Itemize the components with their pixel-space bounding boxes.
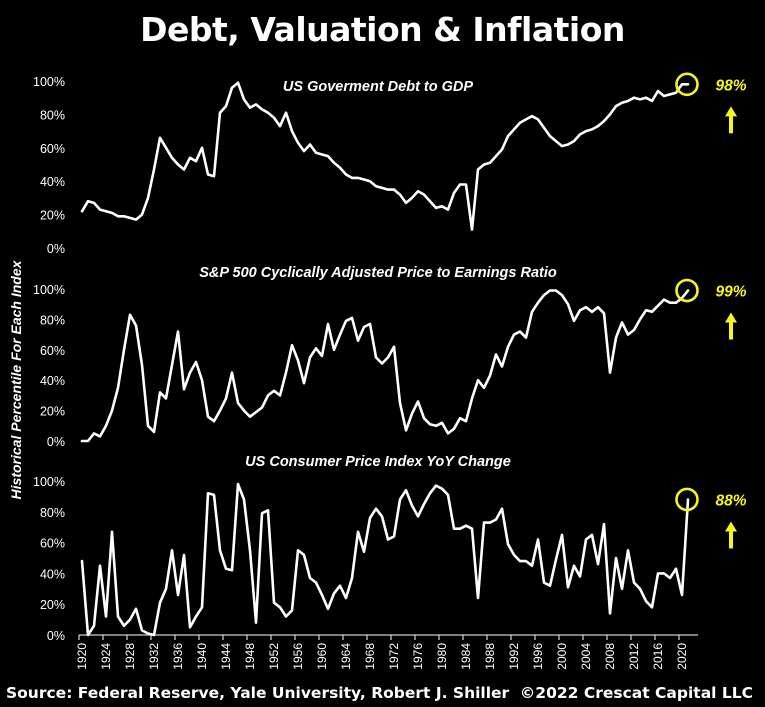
- y-tick-label: 0%: [47, 435, 65, 449]
- copyright-note: ©2022 Crescat Capital LLC: [519, 684, 753, 702]
- x-tick-label: 2000: [555, 643, 569, 670]
- x-tick-label: 1964: [339, 643, 353, 670]
- up-arrow-icon-shaft: [729, 530, 733, 549]
- y-tick-label: 80%: [40, 313, 65, 327]
- up-arrow-icon-shaft: [729, 321, 733, 340]
- x-tick-label: 1976: [411, 643, 425, 670]
- y-tick-label: 20%: [40, 598, 65, 612]
- x-tick-label: 2012: [627, 643, 641, 670]
- x-tick-label: 1944: [219, 643, 233, 670]
- x-tick-label: 2016: [651, 643, 665, 670]
- highlight-circle: [675, 72, 699, 97]
- x-tick-label: 2008: [603, 643, 617, 670]
- panel-title: US Goverment Debt to GDP: [283, 79, 473, 95]
- x-tick-label: 1924: [99, 643, 113, 670]
- y-tick-label: 80%: [40, 506, 65, 520]
- series-line: [80, 482, 690, 637]
- x-tick-label: 1980: [435, 643, 449, 670]
- x-tick-label: 1928: [123, 643, 137, 670]
- x-tick-label: 1984: [459, 643, 473, 670]
- x-tick-label: 1956: [291, 643, 305, 670]
- y-tick-label: 60%: [40, 537, 65, 551]
- main-title: Debt, Valuation & Inflation: [140, 10, 625, 49]
- x-tick-label: 2020: [675, 643, 689, 670]
- y-tick-label: 100%: [33, 283, 65, 297]
- x-tick-label: 1972: [387, 643, 401, 670]
- x-tick-label: 1988: [483, 643, 497, 670]
- x-tick-label: 1936: [171, 643, 185, 670]
- x-tick-label: 1992: [507, 643, 521, 670]
- highlight-circle: [675, 487, 699, 512]
- x-tick-label: 1968: [363, 643, 377, 670]
- x-tick-label: 2004: [579, 643, 593, 670]
- x-tick-label: 1920: [75, 643, 89, 670]
- annotation-label: 98%: [715, 77, 746, 94]
- panel-title: S&P 500 Cyclically Adjusted Price to Ear…: [199, 265, 557, 281]
- y-tick-label: 20%: [40, 209, 65, 223]
- y-tick-label: 100%: [33, 75, 65, 89]
- x-tick-label: 1940: [195, 643, 209, 670]
- highlight-circle: [675, 278, 699, 303]
- x-tick-label: 1996: [531, 643, 545, 670]
- up-arrow-icon: [725, 521, 737, 532]
- y-tick-label: 80%: [40, 108, 65, 122]
- panel-title: US Consumer Price Index YoY Change: [245, 454, 511, 470]
- up-arrow-icon: [725, 312, 737, 323]
- annotation-label: 88%: [715, 492, 746, 509]
- y-tick-label: 20%: [40, 405, 65, 419]
- y-tick-label: 100%: [33, 475, 65, 489]
- y-tick-label: 60%: [40, 344, 65, 358]
- y-tick-label: 40%: [40, 374, 65, 388]
- series-line: [80, 289, 690, 443]
- y-tick-label: 60%: [40, 142, 65, 156]
- x-tick-label: 1960: [315, 643, 329, 670]
- annotation-label: 99%: [715, 284, 746, 301]
- x-tick-label: 1948: [243, 643, 257, 670]
- source-note: Source: Federal Reserve, Yale University…: [6, 684, 510, 702]
- series-line: [80, 81, 690, 231]
- x-tick-label: 1952: [267, 643, 281, 670]
- y-tick-label: 40%: [40, 175, 65, 189]
- y-tick-label: 0%: [47, 629, 65, 643]
- up-arrow-icon: [725, 106, 737, 117]
- y-tick-label: 40%: [40, 567, 65, 581]
- y-tick-label: 0%: [47, 242, 65, 256]
- up-arrow-icon-shaft: [729, 115, 733, 134]
- x-tick-label: 1932: [147, 643, 161, 670]
